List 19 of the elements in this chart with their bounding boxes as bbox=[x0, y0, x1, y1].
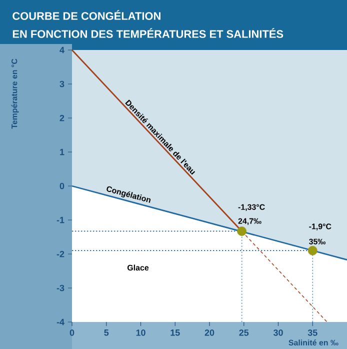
x-tick-label: 30 bbox=[273, 330, 283, 336]
x-tick-label: 25 bbox=[239, 330, 249, 336]
x-tick-label: 20 bbox=[204, 330, 214, 336]
y-tick-label: 2 bbox=[60, 114, 64, 122]
y-tick-label: -4 bbox=[56, 318, 64, 326]
x-tick-label: 15 bbox=[170, 330, 180, 336]
x-tick-label: 35 bbox=[308, 330, 318, 336]
y-tick-label: 0 bbox=[60, 182, 64, 190]
chart-subtitle: EN FONCTION DES TEMPÉRATURES ET SALINITÉS bbox=[12, 28, 284, 38]
y-tick-label: -2 bbox=[56, 250, 64, 258]
y-tick-label: 3 bbox=[60, 80, 64, 88]
y-tick-label: -3 bbox=[56, 284, 64, 292]
x-tick-label: 0 bbox=[70, 330, 74, 336]
x-tick-label: 5 bbox=[104, 330, 109, 336]
y-tick-label: -1 bbox=[56, 216, 64, 224]
x-tick-label: 10 bbox=[136, 330, 146, 336]
y-tick-label: 4 bbox=[60, 46, 64, 54]
y-tick-label: 1 bbox=[60, 148, 64, 156]
chart-title: COURBE DE CONGÉLATION bbox=[12, 10, 160, 20]
